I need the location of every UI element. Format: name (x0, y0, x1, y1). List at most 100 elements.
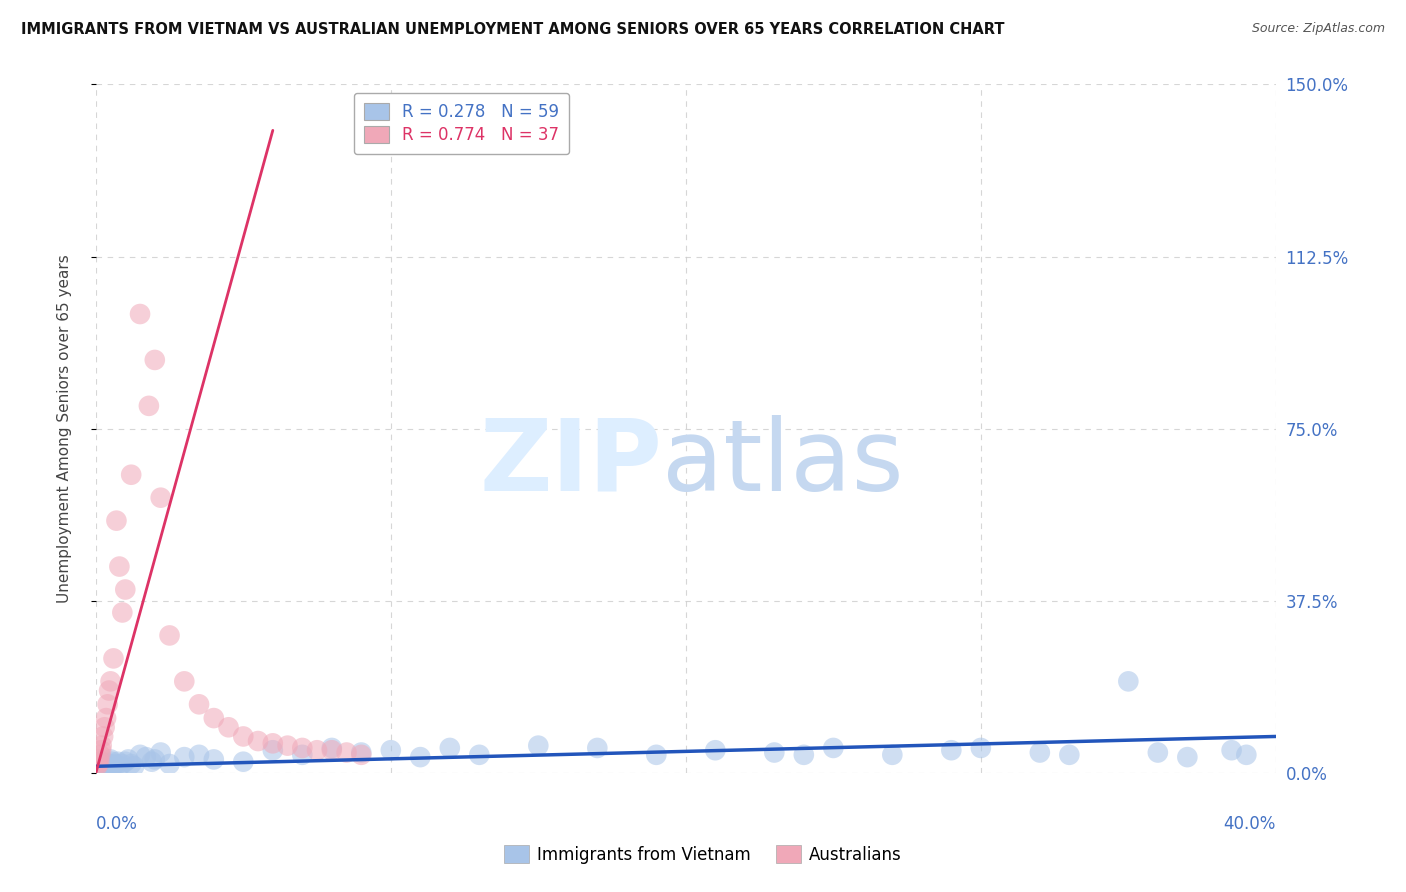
Point (90, 759, 112, 773)
Point (1175, 750, 1198, 764)
Point (1118, 674, 1140, 689)
Point (409, 750, 432, 764)
Point (100, 752, 122, 766)
Point (291, 740, 314, 755)
Point (91, 762, 114, 776)
Point (105, 514, 128, 528)
Point (188, 698, 211, 712)
Point (291, 747, 314, 762)
Point (87, 752, 110, 766)
Point (527, 739, 550, 753)
Point (763, 746, 786, 760)
Point (1059, 747, 1081, 762)
Point (823, 740, 845, 755)
Point (86, 759, 108, 773)
Point (882, 747, 904, 762)
Legend: Immigrants from Vietnam, Australians: Immigrants from Vietnam, Australians (498, 838, 908, 871)
Point (970, 740, 993, 755)
Point (645, 747, 668, 762)
Point (94, 711, 117, 725)
Point (98, 683, 121, 698)
Point (129, 307, 152, 321)
Point (104, 757, 127, 772)
Point (1147, 746, 1170, 760)
Point (143, 752, 166, 766)
Point (103, 759, 125, 773)
Text: IMMIGRANTS FROM VIETNAM VS AUSTRALIAN UNEMPLOYMENT AMONG SENIORS OVER 65 YEARS C: IMMIGRANTS FROM VIETNAM VS AUSTRALIAN UN… (21, 22, 1005, 37)
Point (120, 467, 142, 482)
Point (97, 756, 120, 770)
Point (218, 720, 240, 734)
Point (89, 758, 111, 772)
Point (90, 739, 112, 753)
Point (149, 746, 172, 760)
Y-axis label: Unemployment Among Seniors over 65 years: Unemployment Among Seniors over 65 years (58, 254, 72, 603)
Legend: R = 0.278   N = 59, R = 0.774   N = 37: R = 0.278 N = 59, R = 0.774 N = 37 (354, 93, 569, 154)
Point (321, 743, 343, 757)
Point (1029, 746, 1052, 760)
Point (97, 698, 120, 712)
Point (159, 628, 181, 642)
Text: ZIP: ZIP (479, 415, 662, 512)
Point (98, 758, 121, 772)
Point (105, 758, 128, 772)
Point (468, 747, 491, 762)
Point (120, 757, 142, 772)
Point (91, 730, 114, 744)
Point (173, 674, 195, 689)
Point (117, 752, 139, 766)
Point (149, 491, 172, 505)
Text: 0.0%: 0.0% (96, 814, 138, 832)
Point (135, 750, 157, 764)
Point (89, 755, 111, 769)
Point (108, 759, 131, 773)
Point (93, 757, 115, 772)
Point (129, 747, 152, 762)
Point (941, 743, 963, 757)
Point (103, 651, 125, 665)
Point (321, 740, 343, 755)
Point (1220, 743, 1243, 757)
Point (108, 559, 131, 574)
Point (90, 755, 112, 769)
Point (122, 759, 145, 773)
Point (114, 755, 136, 769)
Point (247, 734, 270, 748)
Point (380, 743, 402, 757)
Point (93, 720, 115, 734)
Point (232, 730, 254, 744)
Point (704, 743, 727, 757)
Point (87, 757, 110, 772)
Point (277, 739, 299, 753)
Point (159, 757, 181, 772)
Point (173, 750, 195, 764)
Point (138, 399, 160, 413)
Point (305, 743, 328, 757)
Point (141, 755, 163, 769)
Point (100, 674, 122, 689)
Point (89, 747, 111, 762)
Point (87, 759, 110, 773)
Point (586, 740, 609, 755)
Point (89, 761, 111, 775)
Point (101, 755, 124, 769)
Point (439, 740, 461, 755)
Point (143, 353, 166, 368)
Point (202, 711, 225, 725)
Point (111, 606, 134, 620)
Point (350, 746, 373, 760)
Point (90, 743, 112, 757)
Point (232, 755, 254, 769)
Point (86, 762, 108, 776)
Point (87, 757, 110, 772)
Point (335, 746, 357, 760)
Point (202, 752, 225, 766)
Point (350, 747, 373, 762)
Point (111, 757, 134, 772)
Point (1234, 747, 1257, 762)
Point (94, 759, 117, 773)
Text: 40.0%: 40.0% (1223, 814, 1275, 832)
Point (188, 747, 211, 762)
Point (114, 582, 136, 597)
Point (793, 747, 815, 762)
